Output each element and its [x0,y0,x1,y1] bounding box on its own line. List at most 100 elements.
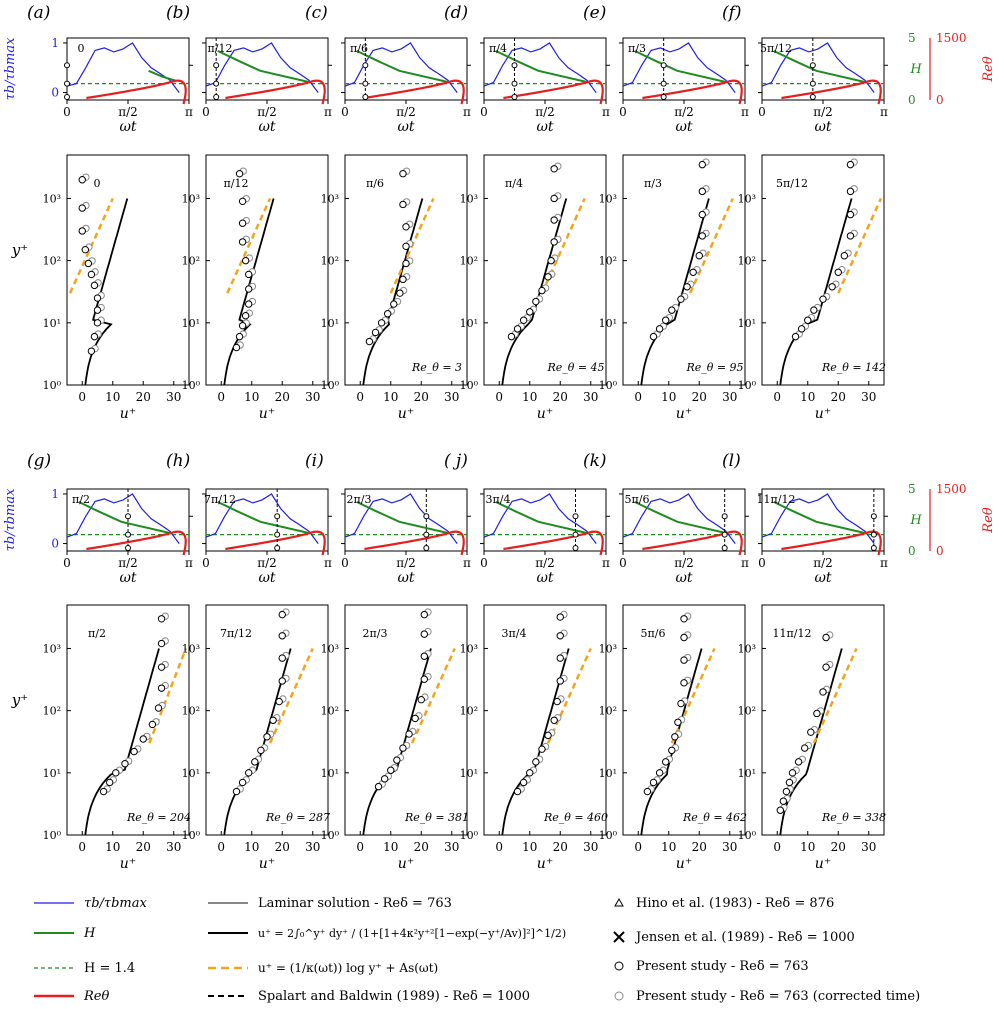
re-axis-label: Reθ [981,56,996,82]
top-xtick-label: π [463,556,471,570]
panel-label: (d) [444,3,468,23]
top-xtick-label: π [463,105,471,119]
phase-marker [125,513,132,520]
legend-tau-text: τb/τbmax [84,896,147,911]
panel-label: (i) [305,451,324,471]
top-xtick-label: π/2 [396,105,416,119]
present-point [538,745,546,753]
reynolds-label: Re_θ = 460 [543,811,608,824]
phase-label: π/3 [628,42,646,55]
phase-marker [125,545,132,551]
top-xtick-label: 0 [480,105,488,119]
panel-label: (a) [27,3,50,23]
bottom-ytick-label: 10² [460,705,478,718]
present-point [550,716,558,724]
bottom-ytick-label: 10¹ [599,317,617,330]
panel-label: (h) [166,451,190,471]
bottom-ytick-label: 10³ [460,642,478,655]
top-xtick-label: π/2 [257,556,277,570]
top-xtick-label: π [602,556,610,570]
re-theta-curve [642,530,743,556]
top-xlabel: ωt [119,119,136,135]
bottom-ytick-label: 10² [321,705,339,718]
panel-label: (c) [305,3,328,23]
bottom-xtick-label: 20 [275,840,290,854]
present-point [278,677,286,685]
present-point [846,210,855,219]
bottom-xlabel: u⁺ [676,406,692,422]
tau-curve [483,42,597,93]
h-curve [634,49,729,84]
bottom-ytick-label: 10³ [43,192,61,205]
tau-curve [66,493,180,544]
bottom-xtick-label: 20 [553,840,568,854]
present-point [674,718,682,726]
bottom-xtick-label: 0 [773,390,781,404]
bottom-xlabel: u⁺ [398,406,414,422]
bottom-ytick-label: 10³ [599,642,617,655]
bottom-ytick-label: 10¹ [738,767,756,780]
phase-marker [511,80,518,87]
tau-axis-label: τb/τbmax [3,37,18,100]
present-point [804,316,812,324]
log-law-line [812,647,858,744]
phase-marker [213,62,220,69]
tau-curve [483,493,597,544]
bottom-xtick-label: 10 [244,390,259,404]
reynolds-label: Re_θ = 45 [546,361,604,374]
present-point [420,652,428,660]
present-point [683,283,691,291]
bottom-xlabel: u⁺ [537,406,553,422]
bottom-xtick-label: 30 [166,840,181,854]
legend-vandriest-text: u⁺ = 2∫₀^y⁺ dy⁺ / (1+[1+4κ²y⁺²[1−exp(−y⁺… [258,927,566,940]
top-xtick-label: π/2 [535,105,555,119]
top-xlabel: ωt [536,119,553,135]
present-point [801,744,809,752]
bottom-ytick-label: 10³ [460,192,478,205]
top-xtick-label: π [324,105,332,119]
top-panel-1: π/12 0 π/2 π ωt [202,37,332,135]
reynolds-label: Re_θ = 142 [821,361,886,374]
profile-frame [205,604,329,836]
present-point [399,744,407,752]
bottom-xtick-label: 30 [861,840,876,854]
bottom-xtick-label: 30 [861,390,876,404]
tau-curve [622,42,736,93]
profile-phase-label: 3π/4 [502,627,527,640]
panel-label: ( j) [444,451,468,471]
top-xtick-label: π/2 [674,556,694,570]
legend-laminar-text: Laminar solution - Reδ = 763 [258,896,452,911]
phase-marker [423,531,430,538]
re-theta-curve [781,79,882,105]
top-xlabel: ωt [258,570,275,586]
tau-curve [66,42,180,93]
bottom-ytick-label: 10⁰ [321,379,340,392]
bottom-ytick-label: 10⁰ [599,379,618,392]
present-point [680,656,688,664]
present-point [148,720,157,729]
bottom-xtick-label: 20 [831,840,846,854]
present-point [556,632,564,640]
present-point [399,200,407,209]
bottom-xlabel: u⁺ [259,406,275,422]
present-point [235,332,244,341]
log-law-line [688,197,734,294]
present-point [93,294,102,302]
reynolds-label: Re_θ = 3 [411,361,462,374]
bottom-xtick-label: 0 [217,840,225,854]
phase-label: 0 [78,42,85,55]
profile-frame [66,604,190,836]
top-xlabel: ωt [536,570,553,586]
top-xtick-label: π [185,556,193,570]
reynolds-label: Re_θ = 338 [821,811,886,824]
log-law-line [540,197,586,294]
top-xlabel: ωt [397,119,414,135]
present-point [420,630,428,638]
present-point [797,325,806,333]
bottom-xtick-label: 20 [414,390,429,404]
present-point [776,806,784,814]
log-law-line [410,647,456,744]
present-point [788,769,797,777]
phase-label: 7π/12 [204,493,236,506]
bottom-xtick-label: 10 [383,840,398,854]
